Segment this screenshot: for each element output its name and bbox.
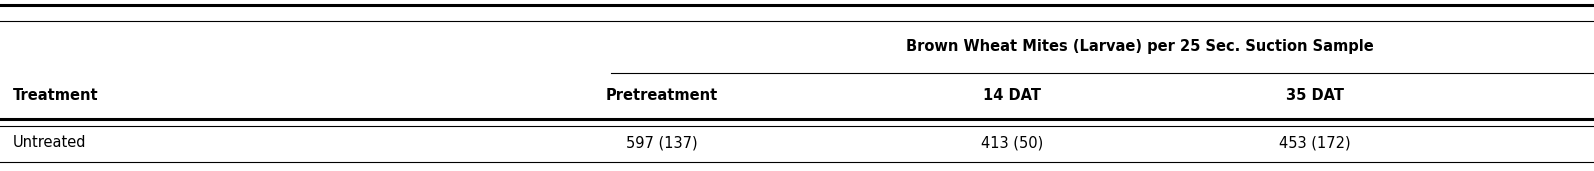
- Text: Brown Wheat Mites (Larvae) per 25 Sec. Suction Sample: Brown Wheat Mites (Larvae) per 25 Sec. S…: [905, 39, 1374, 54]
- Text: 35 DAT: 35 DAT: [1286, 88, 1344, 103]
- Text: 597 (137): 597 (137): [626, 135, 697, 150]
- Text: Untreated: Untreated: [13, 135, 86, 150]
- Text: Treatment: Treatment: [13, 88, 99, 103]
- Text: 14 DAT: 14 DAT: [983, 88, 1041, 103]
- Text: Pretreatment: Pretreatment: [606, 88, 717, 103]
- Text: 453 (172): 453 (172): [1280, 135, 1350, 150]
- Text: 413 (50): 413 (50): [980, 135, 1044, 150]
